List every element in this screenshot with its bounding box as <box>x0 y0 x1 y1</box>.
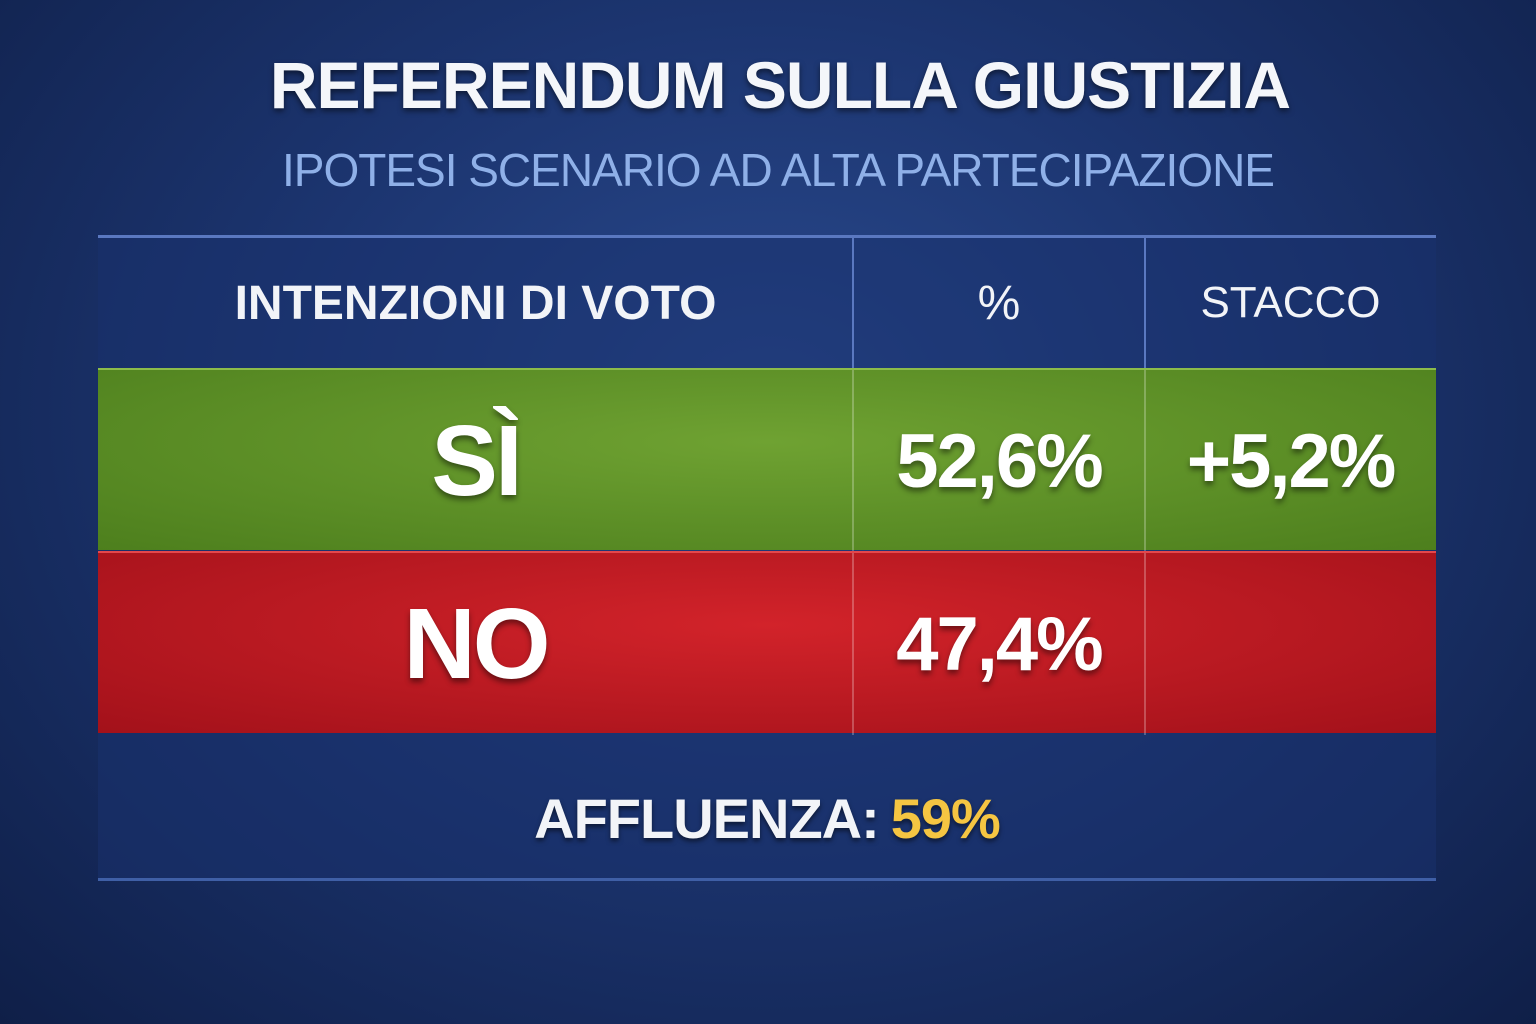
turnout-label: AFFLUENZA: <box>534 786 880 850</box>
subtitle: IPOTESI SCENARIO AD ALTA PARTECIPAZIONE <box>281 144 1275 196</box>
cell-divider <box>852 370 854 552</box>
column-divider <box>852 238 854 368</box>
row-yes: SÌ 52,6% +5,2% <box>98 368 1436 552</box>
gap: +5,2% <box>1186 418 1397 504</box>
cell-divider <box>1144 370 1146 552</box>
cell-divider <box>852 553 854 735</box>
title: REFERENDUM SULLA GIUSTIZIA <box>269 48 1291 122</box>
turnout: AFFLUENZA: 59% <box>98 778 1436 858</box>
percent: 52,6% <box>896 418 1104 504</box>
column-divider <box>1144 238 1146 368</box>
cell-divider <box>1144 553 1146 735</box>
percent: 47,4% <box>896 601 1104 687</box>
row-no: NO 47,4% <box>98 551 1436 735</box>
option-label: SÌ <box>431 404 522 517</box>
option-label: NO <box>403 587 551 700</box>
turnout-value: 59% <box>890 786 1001 850</box>
results-table: INTENZIONI DI VOTO % STACCO SÌ 52,6% +5,… <box>98 235 1436 881</box>
column-header: STACCO <box>1200 278 1381 327</box>
column-header: INTENZIONI DI VOTO <box>234 276 717 330</box>
column-header: % <box>977 276 1021 330</box>
